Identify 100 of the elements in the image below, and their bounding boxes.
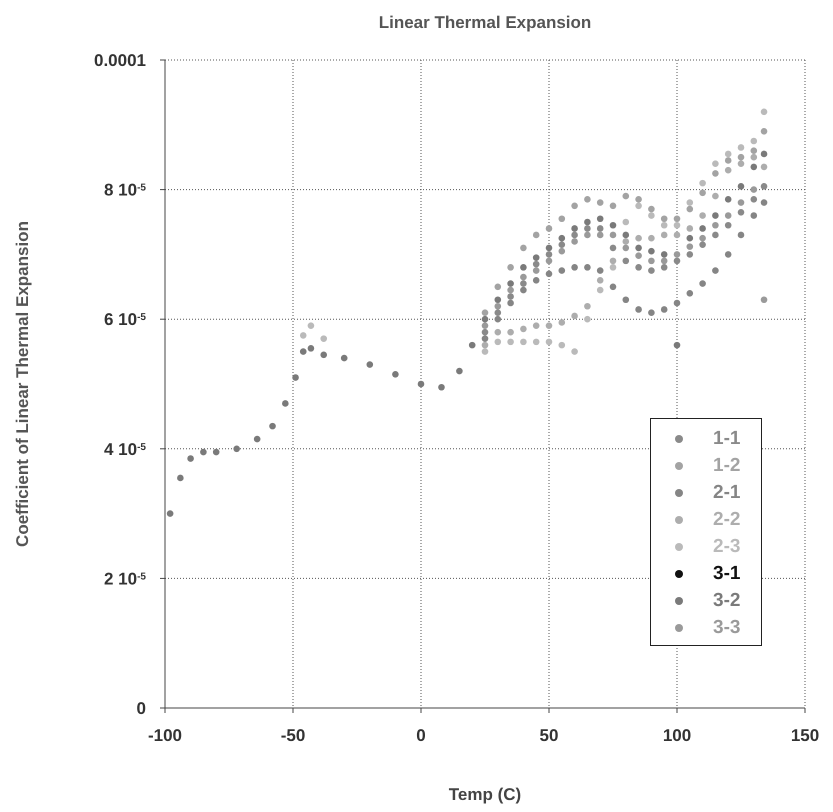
point — [546, 225, 552, 232]
point — [596, 225, 604, 232]
point — [558, 215, 566, 222]
point — [520, 286, 527, 294]
point — [738, 160, 744, 167]
point — [571, 238, 578, 245]
point — [724, 196, 732, 203]
point — [584, 196, 591, 203]
point — [674, 215, 680, 222]
point — [660, 264, 668, 271]
point — [571, 232, 578, 238]
point — [456, 368, 463, 374]
point — [418, 380, 424, 388]
point — [686, 206, 694, 212]
point — [648, 234, 655, 242]
point — [558, 267, 566, 274]
point — [610, 284, 616, 290]
point — [494, 316, 502, 322]
point — [571, 202, 578, 210]
point — [584, 225, 591, 232]
point — [724, 222, 732, 229]
point — [699, 190, 706, 196]
point — [507, 300, 514, 306]
point — [571, 225, 578, 232]
point — [546, 258, 552, 264]
point — [494, 309, 502, 316]
point — [507, 338, 514, 346]
x-tick-label: 150 — [790, 726, 820, 746]
point — [674, 222, 680, 229]
point — [320, 352, 328, 358]
point — [571, 312, 578, 320]
point — [558, 241, 566, 248]
point — [546, 244, 552, 252]
point — [738, 208, 744, 216]
point — [738, 183, 744, 190]
point — [699, 225, 706, 232]
point — [622, 218, 630, 226]
point — [300, 348, 307, 355]
point — [635, 252, 642, 259]
point — [546, 251, 552, 258]
point — [699, 212, 706, 219]
point — [760, 296, 768, 304]
point — [635, 264, 642, 271]
point — [660, 222, 668, 229]
point — [166, 510, 174, 517]
point — [200, 448, 207, 456]
point — [699, 180, 706, 186]
y-axis-title: Coefficient of Linear Thermal Expansion — [13, 221, 32, 547]
point — [724, 251, 732, 258]
point — [622, 258, 630, 264]
y-tick-label: 2 10$^{-5}$ — [104, 569, 146, 588]
point — [760, 199, 768, 206]
point — [674, 342, 680, 348]
point — [648, 248, 655, 254]
legend-label: 3-1 — [713, 562, 740, 584]
y-tick-label: 0 — [136, 699, 146, 718]
point — [622, 296, 630, 304]
point — [750, 154, 758, 160]
point — [532, 232, 540, 238]
point — [494, 338, 502, 346]
point — [750, 212, 758, 219]
point — [648, 258, 655, 264]
point — [712, 267, 719, 274]
y-tick-label: 8 10$^{-5}$ — [104, 180, 146, 200]
point — [482, 328, 488, 336]
point — [760, 128, 768, 135]
point — [610, 244, 616, 252]
point — [308, 322, 314, 329]
point — [438, 384, 445, 391]
point — [177, 474, 184, 482]
point — [532, 254, 540, 261]
point — [187, 455, 194, 462]
point — [596, 267, 604, 274]
point — [674, 300, 680, 306]
point — [760, 108, 768, 116]
point — [686, 290, 694, 297]
legend-label: 2-1 — [713, 482, 740, 504]
y-tick-label: 4 10$^{-5}$ — [104, 440, 146, 459]
point — [507, 328, 514, 336]
point — [686, 234, 694, 242]
point — [596, 199, 604, 206]
point — [660, 306, 668, 313]
point — [269, 422, 276, 430]
point — [686, 243, 694, 250]
point — [520, 244, 527, 252]
point — [482, 309, 488, 316]
point — [635, 196, 642, 203]
point — [750, 186, 758, 193]
x-tick-label: 100 — [662, 726, 692, 746]
point — [482, 342, 488, 348]
point — [571, 348, 578, 355]
point — [635, 244, 642, 252]
point — [648, 206, 655, 212]
point — [750, 138, 758, 144]
point — [282, 400, 289, 407]
point — [596, 277, 604, 284]
point — [724, 212, 732, 219]
point — [610, 264, 616, 271]
point — [610, 202, 616, 210]
point — [712, 192, 719, 200]
